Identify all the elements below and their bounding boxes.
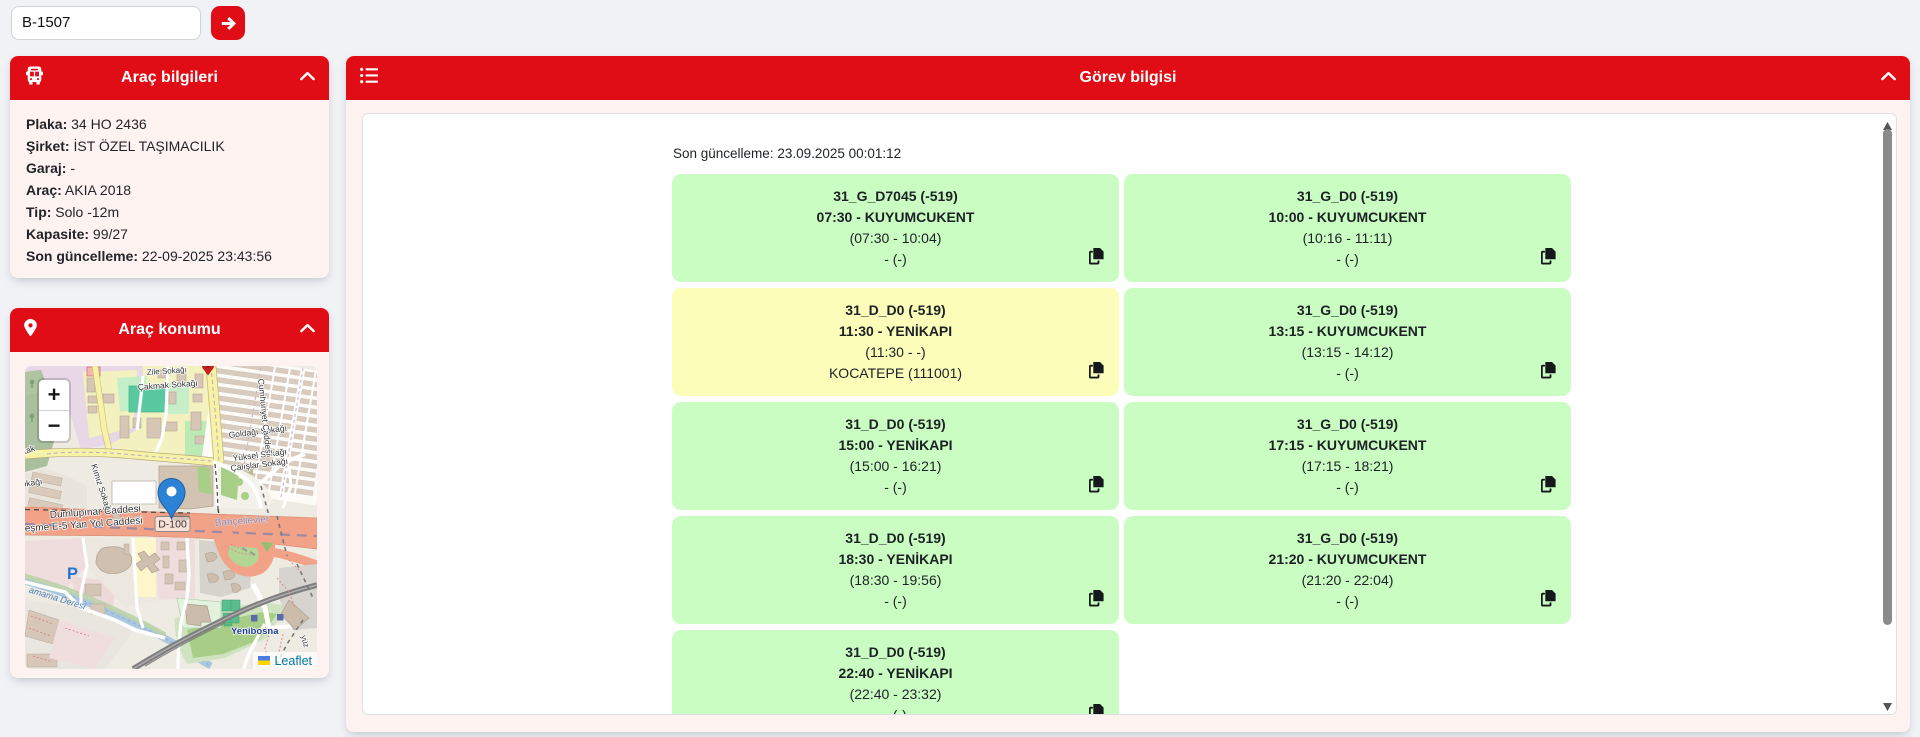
svg-text:Yenibosna: Yenibosna (231, 626, 279, 637)
svg-text:okağı: okağı (25, 476, 43, 489)
svg-text:P: P (67, 565, 78, 583)
svg-text:Zile Sokağı: Zile Sokağı (147, 366, 188, 377)
svg-text:D-100: D-100 (158, 519, 187, 531)
svg-text:Bahçelievler: Bahçelievler (214, 514, 270, 529)
svg-text:yüz: yüz (299, 634, 311, 648)
